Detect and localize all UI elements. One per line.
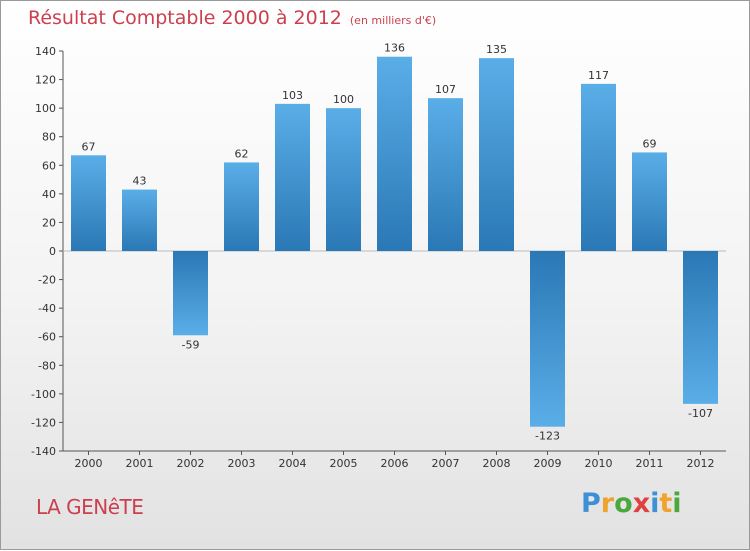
x-tick-label: 2007 bbox=[432, 457, 460, 470]
x-tick-label: 2004 bbox=[279, 457, 307, 470]
bar-2006 bbox=[377, 56, 412, 251]
x-tick-label: 2008 bbox=[483, 457, 511, 470]
x-tick-label: 2010 bbox=[585, 457, 613, 470]
y-tick-label: -20 bbox=[38, 274, 56, 287]
x-tick-label: 2009 bbox=[534, 457, 562, 470]
chart-subtitle: (en milliers d'€) bbox=[349, 14, 437, 27]
proxiti-logo: Proxiti bbox=[581, 488, 682, 519]
y-tick-label: 20 bbox=[42, 216, 56, 229]
data-label: 62 bbox=[235, 147, 249, 160]
data-label: 107 bbox=[435, 83, 456, 96]
x-tick-label: 2012 bbox=[687, 457, 715, 470]
y-tick-label: 140 bbox=[35, 45, 56, 58]
y-tick-label: 80 bbox=[42, 131, 56, 144]
bar-2011 bbox=[632, 152, 667, 251]
x-tick-label: 2003 bbox=[228, 457, 256, 470]
data-label: 69 bbox=[643, 137, 657, 150]
place-name: LA GENêTE bbox=[36, 495, 144, 519]
bar-2001 bbox=[122, 189, 157, 251]
x-tick-label: 2002 bbox=[177, 457, 205, 470]
data-label: 100 bbox=[333, 93, 354, 106]
x-tick-label: 2006 bbox=[381, 457, 409, 470]
bar-2002 bbox=[173, 251, 208, 336]
y-tick-label: 100 bbox=[35, 102, 56, 115]
y-tick-label: 0 bbox=[49, 245, 56, 258]
y-tick-label: -140 bbox=[31, 445, 56, 458]
chart-title-text: Résultat Comptable 2000 à 2012 bbox=[28, 7, 342, 29]
x-tick-label: 2011 bbox=[636, 457, 664, 470]
bar-2004 bbox=[275, 103, 310, 251]
bar-2007 bbox=[428, 98, 463, 252]
y-tick-label: -100 bbox=[31, 388, 56, 401]
data-label: 136 bbox=[384, 42, 405, 55]
x-tick-label: 2001 bbox=[126, 457, 154, 470]
data-label: -107 bbox=[688, 407, 713, 420]
y-tick-label: -120 bbox=[31, 416, 56, 429]
data-label: 43 bbox=[133, 175, 147, 188]
chart-title: Résultat Comptable 2000 à 2012 (en millie… bbox=[28, 7, 436, 29]
y-tick-label: -40 bbox=[38, 302, 56, 315]
bar-2010 bbox=[581, 83, 616, 251]
x-tick-label: 2000 bbox=[75, 457, 103, 470]
data-label: 117 bbox=[588, 69, 609, 82]
data-label: 67 bbox=[82, 140, 96, 153]
y-tick-label: -80 bbox=[38, 359, 56, 372]
bar-2003 bbox=[224, 162, 259, 251]
data-label: 135 bbox=[486, 43, 507, 56]
y-tick-label: -60 bbox=[38, 331, 56, 344]
data-label: -123 bbox=[535, 430, 560, 443]
bar-2009 bbox=[530, 251, 565, 427]
bar-2012 bbox=[683, 251, 718, 404]
bar-2005 bbox=[326, 108, 361, 252]
data-label: -59 bbox=[182, 338, 200, 351]
y-tick-label: 40 bbox=[42, 188, 56, 201]
y-tick-label: 120 bbox=[35, 74, 56, 87]
x-tick-label: 2005 bbox=[330, 457, 358, 470]
data-label: 103 bbox=[282, 89, 303, 102]
bar-2008 bbox=[479, 58, 514, 252]
bar-2000 bbox=[71, 155, 106, 251]
y-tick-label: 60 bbox=[42, 159, 56, 172]
